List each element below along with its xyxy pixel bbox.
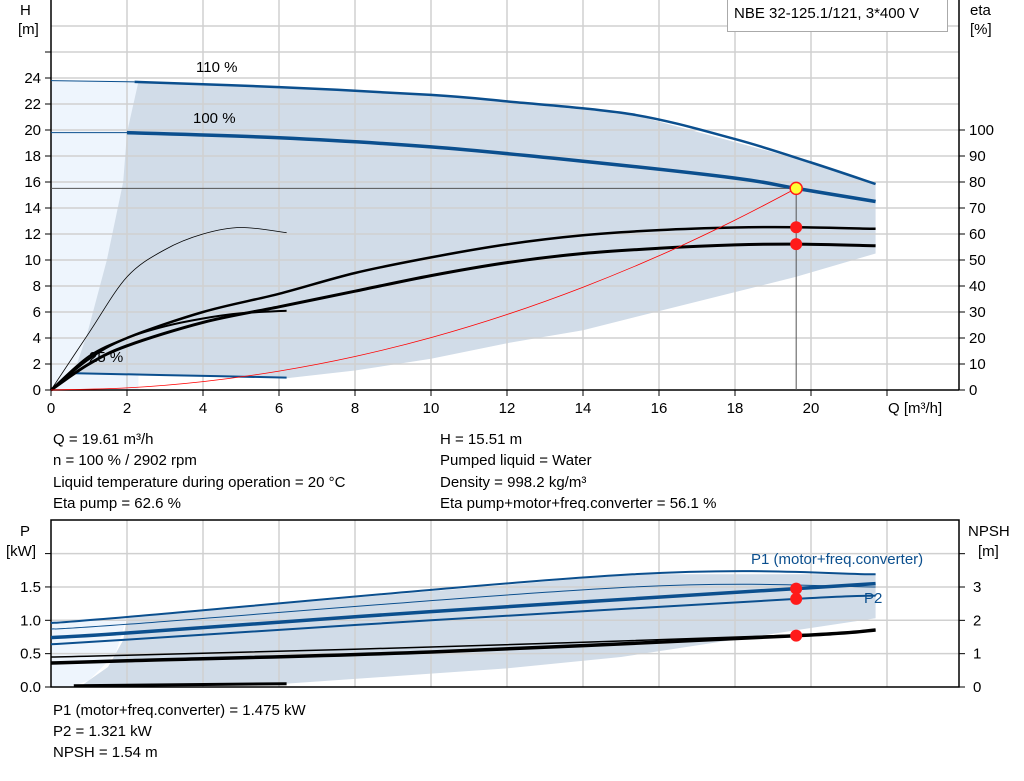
x-tick-label: 8: [351, 400, 359, 417]
info-liquid: Pumped liquid = Water: [440, 452, 592, 469]
y-right-tick-label: 60: [969, 226, 986, 243]
y-right-tick-label: 2: [973, 612, 981, 629]
x-tick-label: 4: [199, 400, 207, 417]
annotation-100: 100 %: [193, 110, 236, 127]
y-tick-label: 16: [24, 174, 41, 191]
legend-title: NBE 32-125.1/121, 3*400 V: [734, 5, 920, 22]
y-tick-label: 10: [24, 252, 41, 269]
y-right-axis-label: eta: [970, 2, 992, 19]
eta-pump-point: [790, 221, 803, 234]
y-right-tick-label: 0: [969, 382, 977, 399]
series-line-0: [134, 80, 876, 186]
series-line-2: [69, 372, 287, 379]
x-tick-label: 10: [423, 400, 440, 417]
x-axis-label: Q [m³/h]: [888, 400, 942, 417]
y-tick-label: 22: [24, 96, 41, 113]
x-tick-label: 18: [727, 400, 744, 417]
y-tick-label: 20: [24, 122, 41, 139]
x-tick-label: 20: [803, 400, 820, 417]
info-p1: P1 (motor+freq.converter) = 1.475 kW: [53, 702, 306, 719]
y-right-tick-label: 80: [969, 174, 986, 191]
y-axis-label: P: [20, 523, 30, 540]
y-right-axis-label: NPSH: [968, 523, 1010, 540]
info-density: Density = 998.2 kg/m³: [440, 474, 587, 491]
y-right-tick-label: 100: [969, 122, 994, 139]
info-q: Q = 19.61 m³/h: [53, 431, 154, 448]
x-tick-label: 6: [275, 400, 283, 417]
eta-total-point: [790, 238, 803, 251]
info-npsh: NPSH = 1.54 m: [53, 744, 158, 761]
y-right-tick-label: 90: [969, 148, 986, 165]
info-eta-pump: Eta pump = 62.6 %: [53, 495, 181, 512]
p2-point: [790, 592, 803, 605]
y-tick-label: 4: [33, 330, 41, 347]
power-series-line-0: [50, 570, 876, 624]
y-right-tick-label: 0: [973, 679, 981, 696]
x-tick-label: 0: [47, 400, 55, 417]
annotation-p1: P1 (motor+freq.converter): [751, 551, 923, 568]
y-right-tick-label: 20: [969, 330, 986, 347]
y-right-tick-label: 3: [973, 579, 981, 596]
y-tick-label: 0.0: [20, 679, 41, 696]
y-tick-label: 12: [24, 226, 41, 243]
duty-point: [789, 181, 803, 196]
info-temp: Liquid temperature during operation = 20…: [53, 474, 346, 491]
x-tick-label: 14: [575, 400, 592, 417]
p1-point: [790, 582, 803, 595]
curve-extension: [50, 80, 135, 83]
y-tick-label: 1.0: [20, 612, 41, 629]
info-p2: P2 = 1.321 kW: [53, 723, 152, 740]
annotation-25: 25 %: [89, 349, 123, 366]
y-right-tick-label: 30: [969, 304, 986, 321]
x-tick-label: 2: [123, 400, 131, 417]
npsh-point: [790, 629, 803, 642]
y-tick-label: 24: [24, 70, 41, 87]
y-axis-unit: [kW]: [6, 543, 36, 560]
x-tick-label: 16: [651, 400, 668, 417]
y-right-axis-unit: [m]: [978, 543, 999, 560]
annotation-110: 110 %: [196, 59, 237, 76]
series-line-7: [50, 188, 797, 391]
series-line-4: [50, 242, 876, 392]
y-axis-unit: [m]: [18, 21, 39, 38]
series-line-6: [50, 309, 287, 391]
x-tick-label: 12: [499, 400, 516, 417]
y-right-tick-label: 70: [969, 200, 986, 217]
y-tick-label: 0: [33, 382, 41, 399]
y-right-tick-label: 50: [969, 252, 986, 269]
legend-box: NBE 32-125.1/121, 3*400 V: [727, 0, 948, 32]
y-tick-label: 8: [33, 278, 41, 295]
info-n: n = 100 % / 2902 rpm: [53, 452, 197, 469]
annotation-p2: P2: [864, 590, 882, 607]
info-h: H = 15.51 m: [440, 431, 523, 448]
plot-frame: [50, 519, 960, 688]
power-series-line-6: [73, 682, 287, 688]
y-right-tick-label: 40: [969, 278, 986, 295]
series-line-1: [126, 130, 876, 204]
y-tick-label: 0.5: [20, 646, 41, 663]
y-axis-label: H: [20, 2, 31, 19]
y-tick-label: 2: [33, 356, 41, 373]
y-right-tick-label: 10: [969, 356, 986, 373]
y-tick-label: 14: [24, 200, 41, 217]
y-tick-label: 18: [24, 148, 41, 165]
series-line-5: [50, 227, 287, 391]
y-tick-label: 6: [33, 304, 41, 321]
y-tick-label: 1.5: [20, 579, 41, 596]
y-right-axis-unit: [%]: [970, 21, 992, 38]
power-series-line-1: [50, 583, 876, 630]
info-eta-total: Eta pump+motor+freq.converter = 56.1 %: [440, 495, 717, 512]
y-right-tick-label: 1: [973, 646, 981, 663]
